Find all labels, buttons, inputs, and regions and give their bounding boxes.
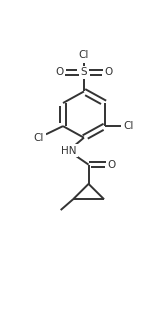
Text: Cl: Cl xyxy=(124,121,134,131)
Text: O: O xyxy=(105,67,113,77)
Text: O: O xyxy=(108,160,116,170)
Text: HN: HN xyxy=(61,146,76,156)
Text: Cl: Cl xyxy=(34,133,44,143)
Text: Cl: Cl xyxy=(79,50,89,60)
Text: O: O xyxy=(55,67,63,77)
Text: S: S xyxy=(81,67,87,77)
